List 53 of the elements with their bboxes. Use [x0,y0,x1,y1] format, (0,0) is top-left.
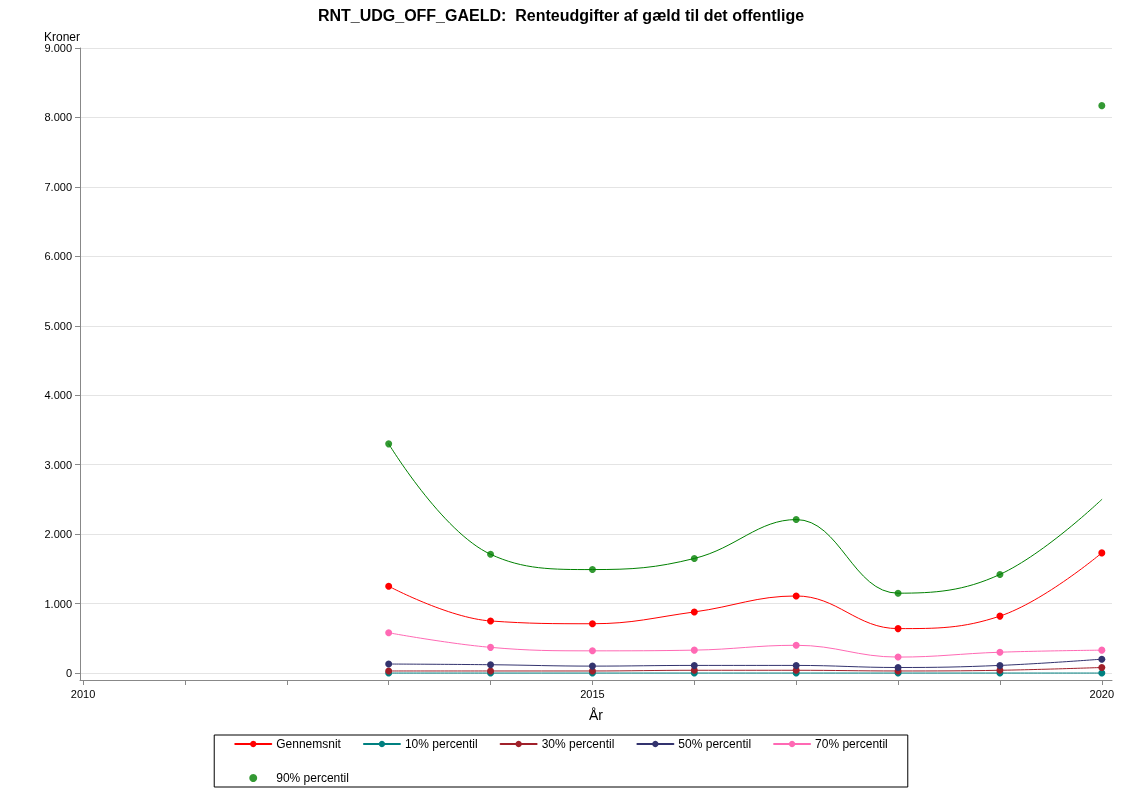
legend-label: 70% percentil [815,737,888,751]
point [487,661,495,669]
point [588,662,596,670]
point [1098,655,1106,663]
point [385,629,393,637]
y-tick-label: 0 [65,667,72,680]
y-tick-label: 7.000 [44,180,72,193]
point [996,661,1004,669]
x-axis-title: År [589,707,604,723]
point [588,647,596,655]
y-tick-label: 3.000 [44,458,72,471]
point [996,648,1004,656]
point [690,646,698,654]
chart-title: RNT_UDG_OFF_GAELD: Renteudgifter af gæld til det offentlige [317,6,805,24]
point [996,570,1004,578]
point [894,664,902,671]
point [894,589,902,597]
point [690,554,698,562]
y-tick-label: 9.000 [44,42,72,54]
point [385,660,393,668]
point [1098,664,1106,671]
point [385,440,393,448]
x-tick-label: 2010 [70,687,96,700]
y-tick-label: 1.000 [44,597,72,610]
point [792,592,800,600]
point [487,643,495,651]
y-tick-label: 2.000 [44,528,72,541]
point [385,582,393,590]
point [1098,646,1106,654]
point [487,617,495,625]
point [792,516,800,524]
y-tick-label: 5.000 [44,319,72,332]
legend-label: 10% percentil [404,737,478,751]
legend-label: Gennemsnit [276,737,342,751]
point [487,550,495,558]
point [690,608,698,616]
legend-label: 50% percentil [678,737,752,751]
y-tick-label: 4.000 [44,389,72,402]
point [894,625,902,633]
legend-label: 90% percentil [276,771,349,785]
point [690,661,698,669]
point [588,620,596,628]
point [1098,549,1106,557]
point [588,566,596,574]
point [792,641,800,649]
legend-label: 30% percentil [541,737,615,751]
point [792,661,800,669]
point [1098,102,1106,110]
y-tick-label: 8.000 [44,111,72,124]
x-tick-label: 2020 [1089,687,1115,700]
x-tick-label: 2015 [580,687,605,700]
y-tick-label: 6.000 [44,250,72,263]
y-axis-title: Kroner [43,29,80,44]
